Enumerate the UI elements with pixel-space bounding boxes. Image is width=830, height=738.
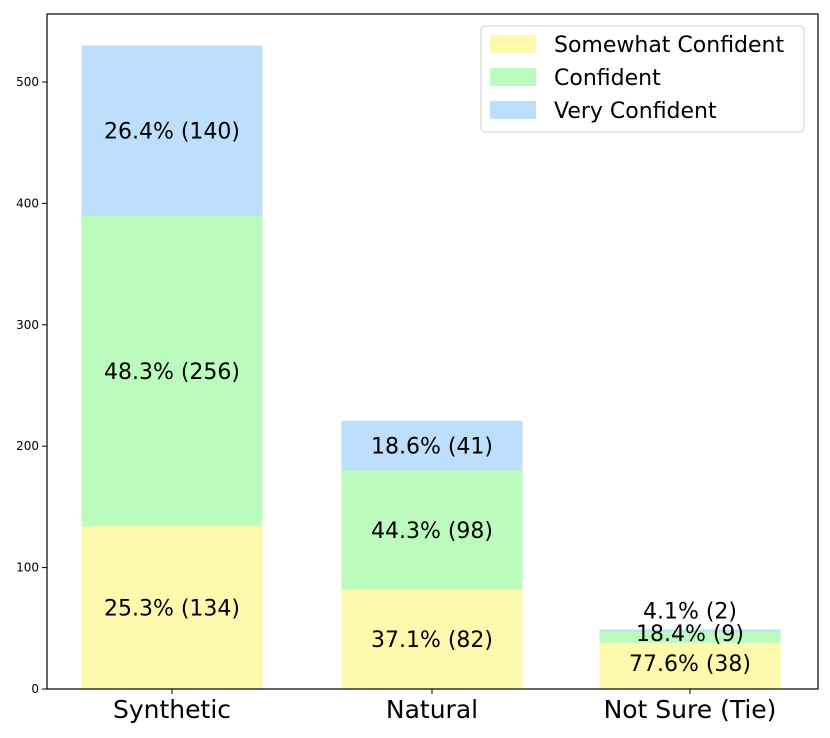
y-tick-label: 200 — [16, 439, 39, 453]
segment-label: 18.6% (41) — [371, 435, 493, 460]
y-tick-label: 300 — [16, 318, 39, 332]
segment-label: 25.3% (134) — [104, 597, 240, 622]
segment-label: 77.6% (38) — [629, 652, 751, 677]
bar-segment — [81, 526, 263, 689]
legend-swatch — [490, 101, 536, 119]
bar-segment — [341, 470, 523, 590]
bar-segment — [81, 45, 263, 216]
y-tick-label: 0 — [31, 682, 39, 696]
bar-segment — [599, 631, 781, 643]
legend-label: Very Confident — [554, 99, 717, 124]
bar-segment — [341, 589, 523, 689]
bars-layer — [81, 45, 781, 689]
x-tick-label: Not Sure (Tie) — [604, 695, 777, 724]
y-axis: 0 100 200 300 400 500 — [16, 75, 47, 696]
x-tick-label: Synthetic — [113, 695, 231, 724]
segment-label: 48.3% (256) — [104, 360, 240, 385]
segment-label: 37.1% (82) — [371, 628, 493, 653]
bar-segment — [599, 629, 781, 632]
segment-label: 4.1% (2) — [643, 600, 737, 625]
x-axis: Synthetic Natural Not Sure (Tie) — [113, 689, 776, 724]
segment-labels-layer: 25.3% (134) 48.3% (256) 26.4% (140) 37.1% (… — [104, 120, 751, 677]
bar-segment — [599, 642, 781, 689]
bar-segment — [81, 215, 263, 527]
legend-label: Confident — [554, 66, 661, 91]
legend-label: Somewhat Confident — [554, 33, 784, 58]
y-tick-label: 400 — [16, 196, 39, 210]
segment-label: 26.4% (140) — [104, 120, 240, 145]
segment-label: 44.3% (98) — [371, 519, 493, 544]
segment-label: 18.4% (9) — [636, 622, 744, 647]
legend: Somewhat Confident Confident Very Confiden… — [480, 25, 805, 133]
legend-swatch — [490, 68, 536, 86]
legend-box — [480, 25, 805, 133]
x-tick-label: Natural — [386, 695, 478, 724]
bar-segment — [341, 420, 523, 471]
y-tick-label: 100 — [16, 561, 39, 575]
legend-swatch — [490, 35, 536, 53]
y-tick-label: 500 — [16, 75, 39, 89]
